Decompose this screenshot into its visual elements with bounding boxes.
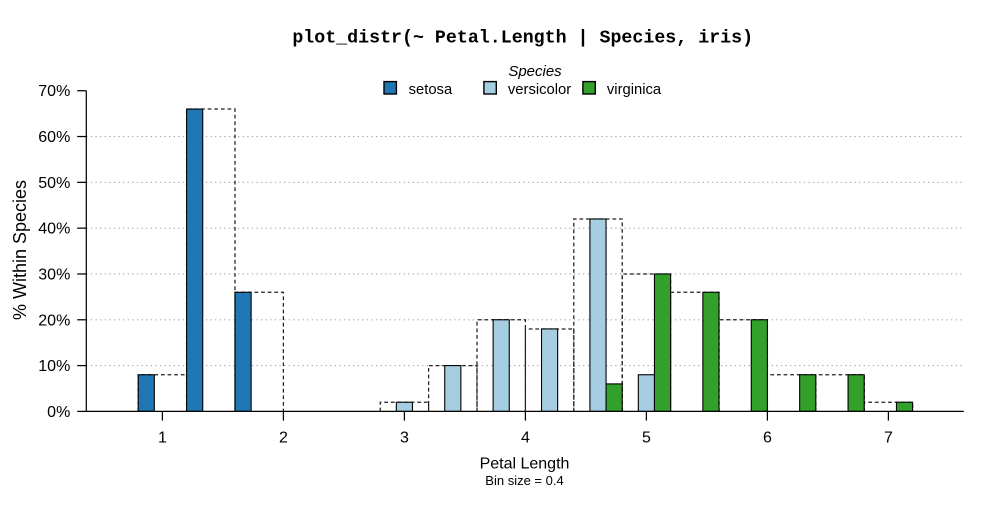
svg-text:50%: 50% [38, 175, 70, 192]
svg-text:70%: 70% [38, 83, 70, 100]
svg-text:plot_distr(~ Petal.Length | Sp: plot_distr(~ Petal.Length | Species, iri… [292, 29, 753, 49]
svg-text:versicolor: versicolor [508, 82, 571, 98]
svg-text:7: 7 [884, 430, 893, 447]
svg-text:2: 2 [279, 430, 288, 447]
svg-text:Species: Species [508, 63, 562, 80]
svg-text:40%: 40% [38, 221, 70, 238]
svg-text:% Within Species: % Within Species [10, 180, 30, 320]
svg-text:Petal Length: Petal Length [480, 456, 570, 473]
svg-text:3: 3 [400, 430, 409, 447]
svg-text:0%: 0% [47, 404, 70, 421]
svg-text:4: 4 [521, 430, 530, 447]
svg-text:1: 1 [158, 430, 167, 447]
svg-text:30%: 30% [38, 267, 70, 284]
svg-text:60%: 60% [38, 129, 70, 146]
svg-text:6: 6 [763, 430, 772, 447]
svg-text:setosa: setosa [409, 82, 453, 98]
svg-text:5: 5 [642, 430, 651, 447]
svg-text:Bin size = 0.4: Bin size = 0.4 [485, 473, 563, 488]
svg-text:virginica: virginica [607, 82, 662, 98]
svg-text:10%: 10% [38, 358, 70, 375]
svg-text:20%: 20% [38, 312, 70, 329]
